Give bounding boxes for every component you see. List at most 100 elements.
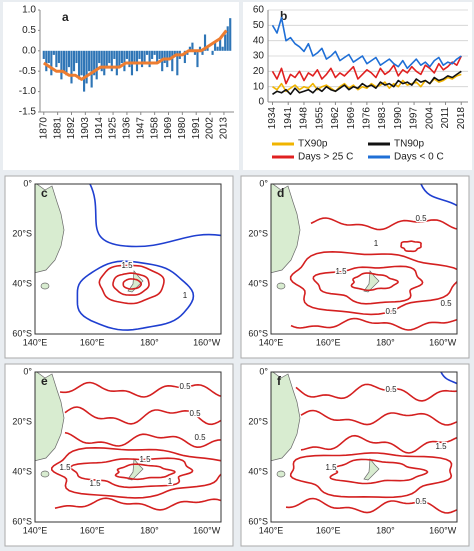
bar <box>57 50 60 64</box>
bar <box>67 50 71 68</box>
bar <box>201 50 204 55</box>
map-panel: 0.5 1.5 1.5 0.5 140°E 160°E 180° 160°W 0° 20°S 40°… <box>240 363 470 547</box>
contour <box>89 184 221 248</box>
x-tick-label: 1870 <box>38 117 49 140</box>
bar <box>90 50 93 88</box>
map-y-tick-label: 20°S <box>12 416 32 426</box>
map-x-tick-label: 180° <box>376 337 395 347</box>
legend-label: TN90p <box>394 139 424 150</box>
contour-label: 1 <box>374 239 379 248</box>
map-y-tick-label: 60°S <box>12 328 32 338</box>
bar <box>203 34 207 51</box>
panel-letter: d <box>277 186 284 200</box>
map-plot: 0.5 1.5 0.5 0.5 1 140°E 160°E 180° 160°W 0° 20°S 40… <box>248 178 458 347</box>
series-line <box>272 70 462 96</box>
map-plot: 0.5 1.5 1.5 0.5 140°E 160°E 180° 160°W 0° 20°S 40°… <box>248 366 458 535</box>
y-tick-label: 60 <box>253 5 265 16</box>
panel-letter: e <box>41 374 48 388</box>
map-x-tick-label: 160°E <box>316 525 341 535</box>
bar <box>226 26 229 51</box>
map-x-tick-label: 180° <box>376 525 395 535</box>
x-tick-label: 1947 <box>135 117 146 140</box>
map-y-tick-label: 40°S <box>248 466 268 476</box>
bar <box>47 50 50 64</box>
bar <box>60 50 63 80</box>
x-tick-label: 1991 <box>191 117 202 140</box>
x-tick-label: 1941 <box>283 107 294 130</box>
map-x-tick-label: 180° <box>140 525 159 535</box>
x-tick-label: 1892 <box>66 117 77 140</box>
contour-label: 0.5 <box>415 497 427 506</box>
contour <box>114 463 176 481</box>
bar <box>72 50 76 72</box>
bar <box>219 38 222 51</box>
bar <box>55 50 58 68</box>
x-tick-label: 1948 <box>299 107 310 130</box>
bar <box>176 50 179 76</box>
series-line <box>271 55 463 85</box>
bar <box>75 50 78 64</box>
bar <box>171 50 174 72</box>
map-x-tick-label: 160°W <box>429 337 457 347</box>
panel-a-bg <box>3 2 239 170</box>
y-tick-label: 10 <box>253 81 265 92</box>
bar <box>120 50 123 64</box>
map-content <box>271 372 457 514</box>
bar <box>133 50 136 64</box>
bar <box>188 46 191 51</box>
series-line <box>271 16 462 70</box>
new-zealand <box>363 458 380 481</box>
map-x-tick-label: 160°E <box>80 337 105 347</box>
y-tick-label: 1.0 <box>22 5 36 16</box>
bar <box>50 50 53 76</box>
new-zealand <box>363 270 380 293</box>
contour <box>289 250 457 316</box>
bar <box>148 50 151 68</box>
map-panel: 0.5 0.5 0.5 1.5 1.5 1 1.5 140°E 160°E 180° 160°W 0°… <box>4 363 234 547</box>
x-tick-label: 1976 <box>362 107 373 130</box>
bar <box>140 50 144 68</box>
bar <box>77 50 81 80</box>
contour <box>59 381 221 398</box>
bar <box>191 42 194 51</box>
panel-b-bg <box>243 2 472 170</box>
map-frame <box>270 183 458 335</box>
x-tick-label: 1934 <box>267 107 278 130</box>
contour <box>312 265 424 305</box>
smoothed-line <box>42 29 228 81</box>
map-x-tick-label: 160°E <box>316 337 341 347</box>
map-y-tick-label: 60°S <box>248 516 268 526</box>
bar <box>108 50 111 64</box>
bar <box>52 50 55 55</box>
bar <box>211 50 214 55</box>
legend-label: Days > 25 C <box>298 152 353 163</box>
bar <box>135 50 139 72</box>
contour <box>51 446 221 499</box>
contour <box>290 317 457 331</box>
map-y-tick-label: 40°S <box>12 466 32 476</box>
bar <box>158 50 161 59</box>
map-panel: 1.5 1 140°E 160°E 180° 160°W 0° 20°S 40°S 60°S c <box>4 175 234 359</box>
contour <box>329 458 429 485</box>
map-y-tick-label: 0° <box>23 366 32 376</box>
panel-letter: b <box>280 9 287 23</box>
map-x-tick-label: 160°W <box>193 337 221 347</box>
x-tick-label: 2002 <box>205 117 216 140</box>
map-y-tick-label: 20°S <box>12 228 32 238</box>
contour-label: 1.5 <box>139 455 151 464</box>
x-tick-label: 1881 <box>52 117 63 140</box>
contour <box>76 260 195 331</box>
x-tick-label: 1936 <box>122 117 133 140</box>
map-frame <box>270 371 458 523</box>
y-tick-label: 40 <box>253 35 265 46</box>
new-zealand <box>127 458 144 481</box>
contour <box>300 434 457 454</box>
map-x-tick-label: 160°E <box>80 525 105 535</box>
map-x-tick-label: 140°E <box>23 525 48 535</box>
contour-label: 0.5 <box>440 299 452 308</box>
contour-label: 1.5 <box>89 479 101 488</box>
bar <box>62 50 66 72</box>
contour-label: 0.5 <box>189 409 201 418</box>
contour <box>122 278 142 290</box>
